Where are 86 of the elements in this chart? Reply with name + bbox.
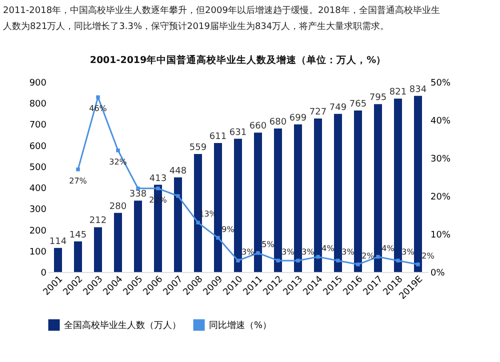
data-label: 2%	[422, 251, 435, 260]
bar	[234, 138, 242, 272]
y2-tick-label: 0%	[430, 268, 446, 278]
data-label: 795	[369, 93, 387, 104]
y-tick-label: 0	[40, 268, 47, 278]
bar	[254, 132, 262, 272]
point	[416, 262, 420, 266]
bar	[354, 110, 362, 272]
point	[176, 194, 180, 198]
data-label: 280	[109, 202, 127, 212]
data-label: 9%	[222, 224, 235, 234]
bar	[274, 128, 282, 272]
point	[276, 258, 280, 262]
chart-title: 2001-2019年中国普通高校毕业生人数及增速（单位：万人，%）	[90, 54, 386, 66]
point	[76, 168, 80, 172]
bar	[374, 104, 382, 272]
y-tick-label: 200	[29, 226, 47, 236]
point	[256, 251, 260, 255]
bar	[414, 96, 422, 272]
y-tick-label: 400	[29, 184, 47, 194]
point	[316, 254, 320, 259]
y-tick-label: 700	[29, 120, 47, 131]
data-label: 3%	[302, 248, 315, 257]
point	[156, 186, 160, 190]
y2-tick-label: 20%	[430, 192, 451, 202]
text: 2011-2018年，中国高校毕业生人数逐年攀升，但2009年以后增速趋于缓慢。2018年，全国普通高校毕业生	[3, 5, 440, 16]
bar	[94, 227, 102, 272]
point	[376, 254, 380, 259]
bar	[194, 154, 202, 272]
data-label: 413	[149, 174, 167, 184]
bar	[74, 241, 82, 272]
y2-tick-label: 10%	[430, 230, 451, 240]
data-label: 114	[49, 236, 67, 247]
data-label: 27%	[69, 176, 88, 186]
data-label: 765	[349, 100, 367, 110]
data-label: 699	[289, 113, 307, 124]
point	[116, 148, 120, 152]
data-label: 611	[209, 132, 227, 142]
bar	[174, 177, 182, 272]
data-label: 834	[409, 84, 427, 95]
legend-label: 全国高校毕业生人数（万人）	[64, 320, 181, 331]
bar	[294, 124, 302, 272]
bar	[114, 212, 122, 272]
y-tick-label: 900	[29, 78, 47, 88]
data-label: 338	[129, 190, 147, 200]
data-label: 727	[309, 108, 327, 118]
data-label: 559	[189, 142, 207, 153]
point	[356, 262, 360, 266]
data-label: 2%	[362, 251, 375, 260]
y2-tick-label: 50%	[430, 78, 451, 88]
bar	[394, 98, 402, 272]
data-label: 4%	[322, 244, 335, 253]
bar	[134, 200, 142, 272]
bar	[54, 248, 62, 272]
bar	[314, 118, 322, 272]
y-tick-label: 300	[29, 205, 47, 216]
point	[216, 236, 220, 240]
data-label: 3%	[242, 248, 255, 257]
bar	[334, 114, 342, 272]
y-tick-label: 500	[29, 162, 47, 173]
data-label: 145	[69, 230, 87, 240]
data-label: 4%	[382, 244, 395, 253]
y-tick-label: 100	[29, 247, 47, 258]
data-label: 212	[89, 216, 107, 226]
y-tick-label: 800	[29, 100, 47, 110]
data-label: 749	[329, 102, 347, 113]
data-label: 660	[249, 122, 267, 132]
point	[96, 95, 100, 100]
y2-tick-label: 40%	[430, 116, 451, 126]
data-label: 3%	[402, 248, 415, 257]
point	[196, 220, 200, 224]
point	[236, 258, 240, 262]
data-label: 3%	[282, 248, 295, 257]
point	[296, 258, 300, 262]
data-label: 3%	[342, 248, 355, 257]
data-label: 5%	[262, 240, 275, 249]
y-tick-label: 600	[29, 142, 47, 152]
data-label: 631	[229, 128, 247, 138]
y2-tick-label: 30%	[430, 154, 451, 164]
legend-label: 同比增速（%）	[209, 320, 272, 331]
data-label: 448	[169, 166, 187, 176]
point	[336, 258, 340, 262]
data-label: 821	[389, 88, 407, 98]
text: 人数为821万人，同比增长了3.3%，保守预计2019届毕业生为834万人，将产生大量求职需求。	[3, 21, 390, 32]
data-label: 680	[269, 117, 287, 128]
point	[396, 258, 400, 262]
